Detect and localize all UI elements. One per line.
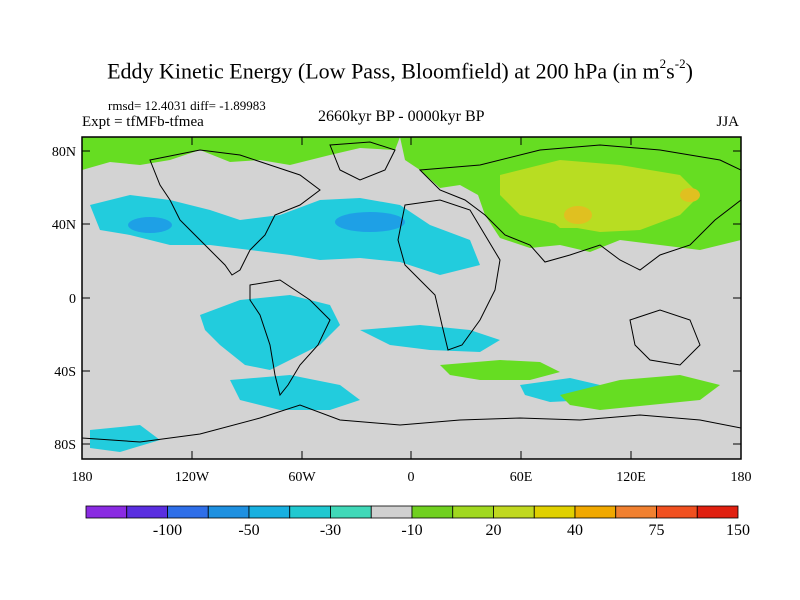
lat-label: 80N <box>52 145 76 160</box>
colorbar-swatch <box>248 505 291 519</box>
chart-title: Eddy Kinetic Energy (Low Pass, Bloomfiel… <box>107 56 693 84</box>
rmsd-diff-stats: rmsd= 12.4031 diff= -1.89983 <box>108 98 266 113</box>
colorbar-swatch <box>696 505 739 519</box>
lon-label: 120W <box>175 470 210 485</box>
colorbar-swatch <box>533 505 576 519</box>
lon-label: 60W <box>288 470 316 485</box>
southern-ocean-positive <box>560 375 720 410</box>
south-atlantic-negative <box>230 375 360 410</box>
south-indian-positive <box>440 360 560 380</box>
africa-europe-outline <box>397 199 501 351</box>
south-america-outline <box>249 279 331 397</box>
colorbar-swatch <box>126 505 168 519</box>
south-pole-negative <box>90 425 160 452</box>
colorbar-label: -30 <box>320 522 341 539</box>
south-pacific-negative <box>200 295 340 370</box>
lon-label: 60E <box>510 470 533 485</box>
colorbar-swatch <box>330 505 372 519</box>
longitude-labels: 180 120W 60W 0 60E 120E 180 <box>72 470 752 485</box>
north-atlantic-north-positive <box>82 137 400 170</box>
lon-label: 0 <box>408 470 415 485</box>
period-label: 2660kyr BP - 0000kyr BP <box>318 108 485 125</box>
greenland-outline <box>329 141 396 181</box>
lat-label: 40S <box>54 365 76 380</box>
lat-label: 80S <box>54 438 76 453</box>
south-indian-negative <box>360 325 500 352</box>
eurasia-outline <box>418 144 741 271</box>
north-america-outline <box>149 149 321 276</box>
coastlines <box>82 141 741 443</box>
east-asia-orange-patch <box>680 188 700 202</box>
lon-label: 120E <box>616 470 646 485</box>
colorbar-swatch <box>167 505 209 519</box>
colorbar <box>85 505 739 519</box>
colorbar-label: -100 <box>153 522 182 539</box>
colorbar-swatch <box>85 505 128 519</box>
colorbar-label: 75 <box>649 522 665 539</box>
latitude-labels: 80N 40N 0 40S 80S <box>52 145 76 453</box>
axis-ticks <box>82 137 741 459</box>
colorbar-label: 150 <box>726 522 750 539</box>
season-label: JJA <box>716 114 739 130</box>
lat-label: 0 <box>69 292 76 307</box>
colorbar-label: -10 <box>401 522 422 539</box>
colorbar-label: 40 <box>567 522 583 539</box>
lon-label: 180 <box>731 470 752 485</box>
north-atlantic-blue-patch <box>335 212 405 232</box>
north-pacific-blue-patch <box>128 217 172 233</box>
colorbar-swatch <box>411 505 454 519</box>
siberia-orange-patch <box>564 206 592 224</box>
colorbar-swatch <box>452 505 494 519</box>
colorbar-swatch <box>493 505 535 519</box>
colorbar-swatch <box>289 505 331 519</box>
colorbar-swatch <box>574 505 617 519</box>
colorbar-swatch <box>370 505 413 519</box>
antarctica-outline <box>82 404 741 443</box>
lat-label: 40N <box>52 218 76 233</box>
colorbar-label: -50 <box>238 522 259 539</box>
colorbar-swatch <box>207 505 250 519</box>
colorbar-labels: -100 -50 -30 -10 20 40 75 150 <box>153 522 750 539</box>
colorbar-swatch <box>615 505 657 519</box>
experiment-label: Expt = tfMFb-tfmea <box>82 114 204 130</box>
lon-label: 180 <box>72 470 93 485</box>
australia-outline <box>629 309 701 366</box>
anomaly-fields <box>82 137 741 452</box>
colorbar-swatch <box>656 505 698 519</box>
colorbar-label: 20 <box>486 522 502 539</box>
